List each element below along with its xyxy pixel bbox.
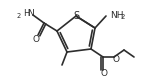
- Text: H: H: [23, 9, 29, 18]
- Text: NH: NH: [110, 10, 123, 19]
- Text: O: O: [101, 70, 108, 77]
- Text: S: S: [73, 11, 79, 21]
- Text: N: N: [27, 9, 33, 18]
- Text: 2: 2: [121, 14, 125, 20]
- Text: O: O: [112, 56, 119, 65]
- Text: 2: 2: [17, 13, 21, 19]
- Text: O: O: [32, 34, 39, 44]
